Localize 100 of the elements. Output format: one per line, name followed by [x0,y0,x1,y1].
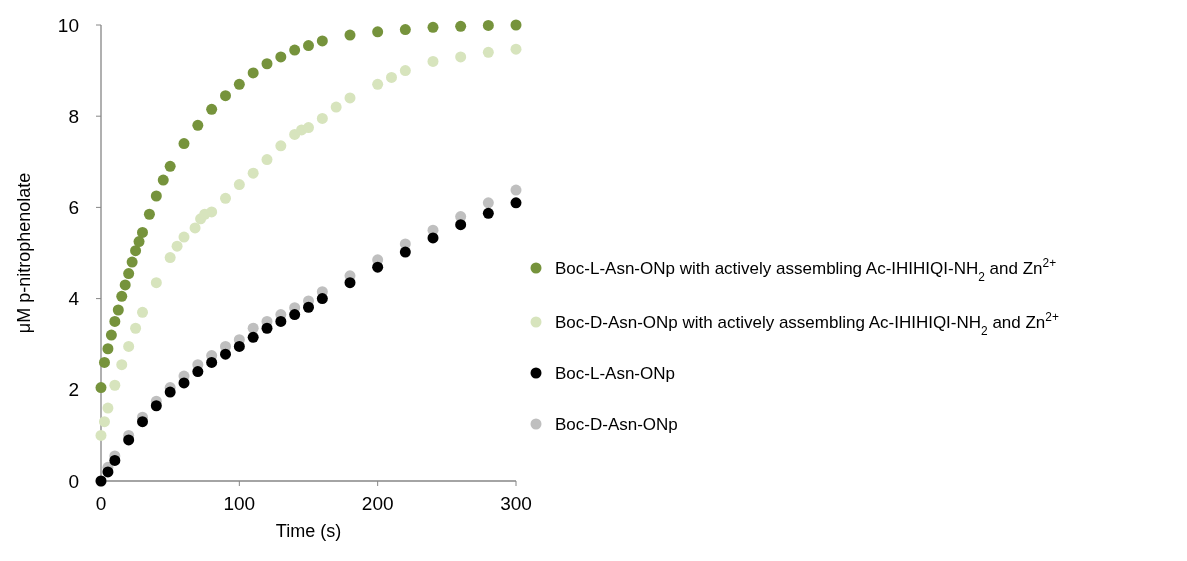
point [116,290,128,302]
point [133,236,145,248]
point [510,19,522,31]
point [261,154,273,166]
point [98,416,110,428]
y-tick-label: 4 [68,288,80,310]
point [482,197,494,209]
point [344,277,356,289]
legend-label: Boc-D-Asn-ONp [555,414,678,434]
point [275,140,287,152]
point [427,21,439,33]
legend-label: Boc-L-Asn-ONp with actively assembling Ac-IHIHIQI-NH$_{2}$ and Zn$^{2+}$ [555,255,1057,284]
point [289,44,301,56]
point [178,138,190,150]
point [102,466,114,478]
point [164,386,176,398]
point [233,78,245,90]
y-tick-label: 10 [57,14,79,36]
point [150,400,162,412]
legend-label: Boc-D-Asn-ONp with actively assembling Ac-IHIHIQI-NH$_{2}$ and Zn$^{2+}$ [555,309,1059,338]
point [220,348,231,360]
x-tick-label: 300 [500,493,532,514]
point [102,402,114,414]
point [137,306,148,318]
point [455,20,467,32]
point [164,252,176,264]
point [123,268,135,280]
point [303,301,314,313]
point [261,322,273,334]
point [192,366,204,378]
x-tick-label: 200 [361,493,394,514]
point [510,184,522,196]
point [123,434,135,446]
x-tick-label: 100 [223,493,256,514]
point [303,40,314,52]
point [109,315,121,327]
point [116,359,128,371]
point [150,277,162,289]
point [275,315,287,327]
point [102,343,114,355]
y-tick-label: 0 [68,470,79,492]
point [455,219,467,231]
y-tick-label: 2 [68,379,79,401]
point [247,322,259,334]
point [109,454,121,466]
legend-label: Boc-L-Asn-ONp [555,363,675,383]
point [109,379,121,391]
x-tick-label: 0 [95,493,107,514]
point [316,293,328,305]
point [130,322,142,334]
point [206,103,218,115]
point [316,35,328,47]
point [178,377,190,389]
point [130,245,142,257]
point [330,101,342,113]
x-axis-title: Time (s) [275,521,342,541]
y-tick-label: 6 [68,197,79,219]
point [427,232,439,244]
point [455,51,467,63]
point [189,222,201,234]
point [372,26,384,38]
point [344,92,356,104]
point [510,197,522,209]
point [344,29,356,41]
point [261,58,273,70]
point [220,90,231,102]
point [399,246,411,258]
point [123,340,135,352]
point [316,112,328,124]
point [399,24,411,36]
point [275,51,287,63]
point [95,429,107,441]
point [105,329,117,341]
point [137,416,148,428]
point [233,179,245,191]
point [157,174,169,186]
point [126,256,138,268]
point [510,43,522,55]
point [247,67,259,79]
point [143,208,155,220]
point [482,19,494,31]
point [206,356,218,368]
point [482,46,494,58]
y-tick-label: 8 [68,105,79,127]
point [220,192,231,204]
point [95,382,107,394]
point [289,309,301,321]
point [171,240,183,252]
point [399,65,411,77]
point [206,206,218,218]
point [247,167,259,179]
point [112,304,124,316]
point [372,261,384,273]
point [150,190,162,202]
point [137,226,148,238]
point [98,356,110,368]
y-axis-title: μM p-nitrophenolate [14,172,34,334]
point [192,119,204,131]
point [178,231,190,243]
point [372,78,384,90]
